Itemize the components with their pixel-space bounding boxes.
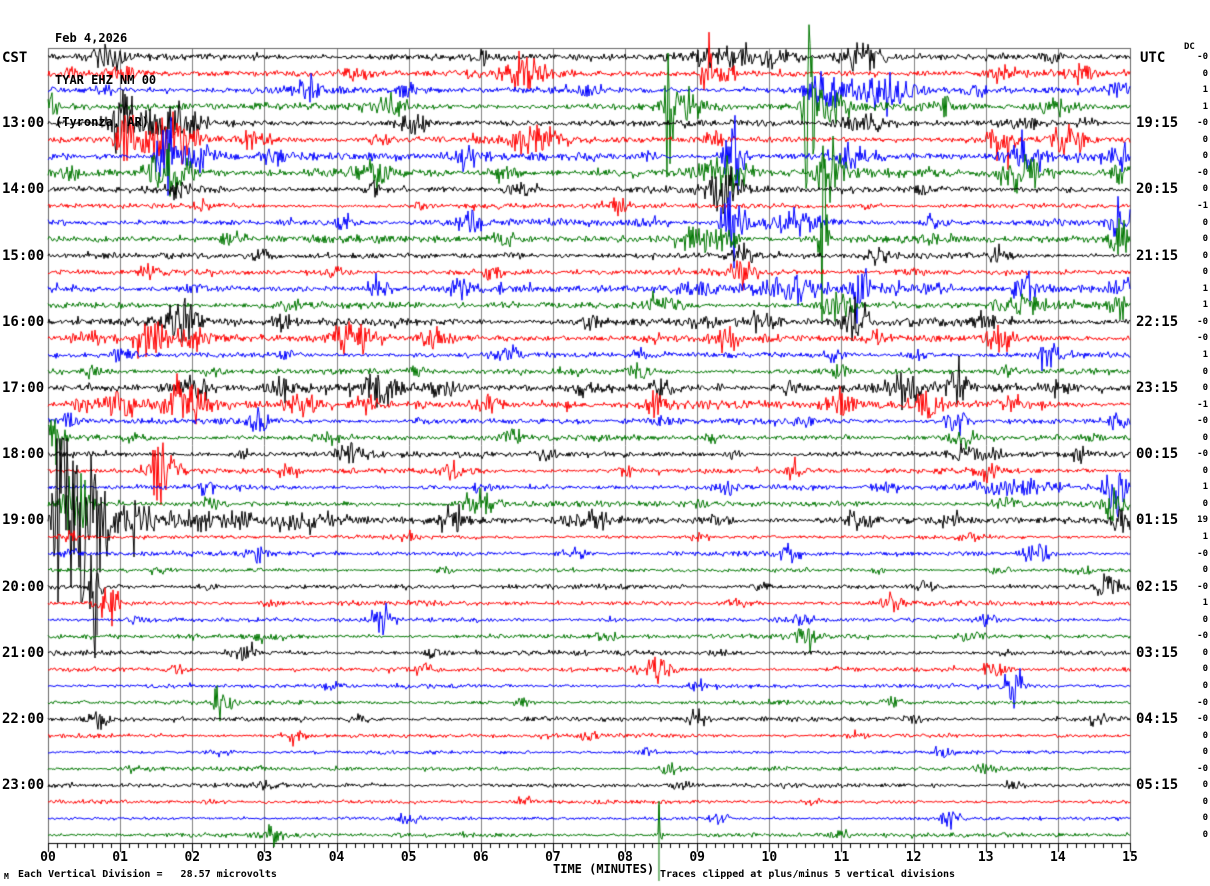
dc-offset-value: 0 — [1202, 664, 1208, 675]
dc-offset-value: -0 — [1197, 697, 1208, 708]
dc-offset-value: 1 — [1202, 85, 1208, 96]
x-tick-label: 09 — [689, 850, 706, 865]
clip-note: Traces clipped at plus/minus 5 vertical … — [660, 869, 956, 880]
right-time-label: 23:15 — [1136, 380, 1179, 397]
right-time-label: 04:15 — [1136, 711, 1179, 728]
right-time-label: 03:15 — [1136, 644, 1179, 661]
x-tick-label: 15 — [1122, 850, 1138, 865]
dc-offset-value: 0 — [1202, 250, 1208, 261]
dc-offset-value: 0 — [1202, 465, 1208, 476]
dc-offset-value: 1 — [1202, 349, 1208, 360]
left-time-label: 15:00 — [2, 247, 45, 264]
dc-offset-value: 19 — [1197, 515, 1208, 526]
left-time-label: 14:00 — [2, 181, 45, 198]
x-axis-title: TIME (MINUTES) — [553, 862, 655, 876]
dc-offset-value: 1 — [1202, 300, 1208, 311]
dc-offset-value: 0 — [1202, 184, 1208, 195]
dc-offset-value: 0 — [1202, 234, 1208, 245]
dc-offset-value: 0 — [1202, 366, 1208, 377]
dc-offset-value: 0 — [1202, 747, 1208, 758]
dc-offset-value: -0 — [1197, 316, 1208, 327]
dc-offset-value: 0 — [1202, 432, 1208, 443]
x-tick-label: 12 — [905, 850, 922, 865]
watermark: M — [4, 872, 9, 881]
x-tick-label: 13 — [977, 850, 994, 865]
right-time-label: 20:15 — [1136, 181, 1179, 198]
dc-offset-value: 0 — [1202, 614, 1208, 625]
scale-note: Each Vertical Division = 28.57 microvolt… — [18, 869, 277, 880]
x-tick-label: 06 — [472, 850, 489, 865]
right-time-label: 05:15 — [1136, 777, 1179, 794]
dc-offset-value: -0 — [1197, 167, 1208, 178]
plot-title-block: Feb 4,2026 TYAR EHZ NM 00 (Tyronza, AR) — [55, 3, 156, 157]
right-time-label: 00:15 — [1136, 446, 1179, 463]
left-time-label: 16:00 — [2, 313, 45, 330]
dc-offset-value: 0 — [1202, 383, 1208, 394]
left-time-label: 17:00 — [2, 380, 45, 397]
dc-offset-value: -0 — [1197, 333, 1208, 344]
right-time-label: 22:15 — [1136, 313, 1179, 330]
x-tick-label: 05 — [400, 850, 417, 865]
title-date: Feb 4,2026 — [55, 31, 128, 45]
dc-offset-value: 1 — [1202, 598, 1208, 609]
dc-offset-value: -0 — [1197, 714, 1208, 725]
dc-offset-value: -0 — [1197, 118, 1208, 129]
left-time-label: 22:00 — [2, 711, 45, 728]
x-tick-label: 07 — [545, 850, 561, 865]
dc-offset-value: 0 — [1202, 681, 1208, 691]
dc-offset-value: 0 — [1202, 565, 1208, 576]
x-tick-label: 04 — [328, 850, 345, 865]
dc-offset-value: -0 — [1197, 449, 1208, 460]
x-tick-label: 03 — [256, 850, 273, 865]
dc-offset-value: 0 — [1202, 151, 1208, 162]
dc-offset-value: 0 — [1202, 780, 1208, 791]
left-axis-timezone-label: CST — [2, 50, 28, 66]
left-time-label: 21:00 — [2, 644, 45, 661]
right-time-label: 02:15 — [1136, 578, 1179, 595]
right-time-label: 19:15 — [1136, 115, 1179, 132]
dc-offset-value: 0 — [1202, 730, 1208, 741]
left-time-label: 23:00 — [2, 777, 45, 794]
dc-offset-value: -0 — [1197, 763, 1208, 774]
dc-offset-value: 1 — [1202, 283, 1208, 294]
right-time-label: 01:15 — [1136, 512, 1179, 529]
dc-offset-value: 0 — [1202, 134, 1208, 145]
left-time-label: 19:00 — [2, 512, 45, 529]
x-tick-label: 10 — [761, 850, 778, 865]
dc-offset-value: 1 — [1202, 101, 1208, 112]
dc-offset-value: 0 — [1202, 647, 1208, 658]
left-time-label: 20:00 — [2, 578, 45, 595]
left-time-label: 13:00 — [2, 115, 45, 132]
x-tick-label: 02 — [184, 850, 201, 865]
x-tick-label: 11 — [833, 850, 850, 865]
title-station: TYAR EHZ NM 00 — [55, 73, 157, 87]
dc-offset-value: 0 — [1202, 829, 1208, 840]
dc-offset-value: 0 — [1202, 796, 1208, 807]
dc-offset-value: 0 — [1202, 217, 1208, 228]
x-tick-label: 14 — [1050, 850, 1066, 865]
dc-offset-value: 0 — [1202, 267, 1208, 278]
dc-offset-value: -0 — [1197, 548, 1208, 559]
x-tick-label: 01 — [112, 850, 128, 865]
dc-offset-value: -1 — [1197, 399, 1208, 410]
right-time-label: 21:15 — [1136, 247, 1179, 264]
dc-offset-value: 0 — [1202, 68, 1208, 79]
x-tick-label: 08 — [617, 850, 633, 865]
dc-offset-value: -0 — [1197, 416, 1208, 427]
x-tick-label: 00 — [40, 850, 56, 865]
dc-offset-value: -0 — [1197, 581, 1208, 592]
dc-offset-value: 1 — [1202, 532, 1208, 543]
dc-offset-value: 0 — [1202, 498, 1208, 509]
right-axis-timezone-label: UTC — [1140, 50, 1166, 66]
dc-offset-header: DC — [1184, 42, 1195, 52]
left-time-label: 18:00 — [2, 446, 45, 463]
dc-offset-value: 0 — [1202, 813, 1208, 824]
title-location: (Tyronza, AR) — [55, 115, 149, 129]
dc-offset-value: -0 — [1197, 631, 1208, 642]
dc-offset-value: 1 — [1202, 482, 1208, 493]
dc-offset-value: -0 — [1197, 52, 1208, 62]
dc-offset-value: -1 — [1197, 200, 1208, 211]
